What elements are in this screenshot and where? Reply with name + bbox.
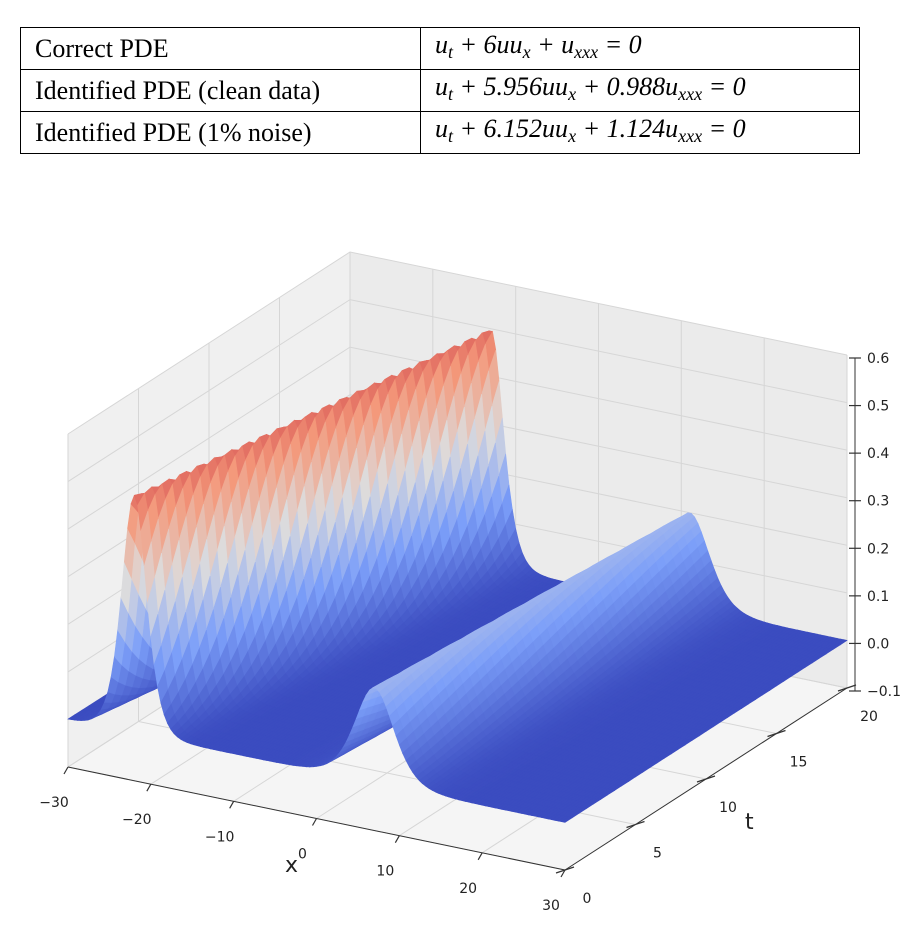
pde-label: Correct PDE xyxy=(20,27,421,70)
equation-part: t xyxy=(448,84,454,104)
equation-part: xxx xyxy=(678,126,703,146)
pde-label: Identified PDE (clean data) xyxy=(20,69,421,112)
pde-equation: ut + 6.152uux + 1.124uxxx = 0 xyxy=(420,111,860,154)
equation-part: t xyxy=(448,126,454,146)
equation-part: + 6.152uu xyxy=(453,114,569,143)
surface xyxy=(67,330,848,823)
equation-part: + 5.956uu xyxy=(453,72,569,101)
pde-comparison-table: Correct PDE ut + 6uux + uxxx = 0 Identifie… xyxy=(20,27,860,154)
equation-part: x xyxy=(568,84,577,104)
gridline-z xyxy=(67,299,848,483)
equation-part: + 0.988u xyxy=(576,72,679,101)
pde-row: Identified PDE (1% noise) ut + 6.152uux +… xyxy=(20,111,860,154)
pde-label: Identified PDE (1% noise) xyxy=(20,111,421,154)
equation-part: u xyxy=(435,30,448,59)
pde-equation: ut + 5.956uux + 0.988uxxx = 0 xyxy=(420,69,860,112)
equation-part: u xyxy=(435,114,448,143)
gridline-z xyxy=(67,251,848,435)
equation-part: = 0 xyxy=(702,114,746,143)
equation-part: + 1.124u xyxy=(576,114,679,143)
equation-part: = 0 xyxy=(598,30,642,59)
equation-part: = 0 xyxy=(702,72,746,101)
equation-part: + u xyxy=(530,30,575,59)
pde-row: Identified PDE (clean data) ut + 5.956uux… xyxy=(20,69,860,112)
gridline-z xyxy=(67,346,848,530)
equation-part: x xyxy=(522,42,531,62)
equation-part: t xyxy=(448,42,454,62)
equation-part: u xyxy=(435,72,448,101)
equation-part: xxx xyxy=(678,84,703,104)
equation-part: xxx xyxy=(574,42,599,62)
pde-row: Correct PDE ut + 6uux + uxxx = 0 xyxy=(20,27,860,70)
equation-part: + 6uu xyxy=(453,30,523,59)
equation-part: x xyxy=(568,126,577,146)
pde-equation: ut + 6uux + uxxx = 0 xyxy=(420,27,860,70)
